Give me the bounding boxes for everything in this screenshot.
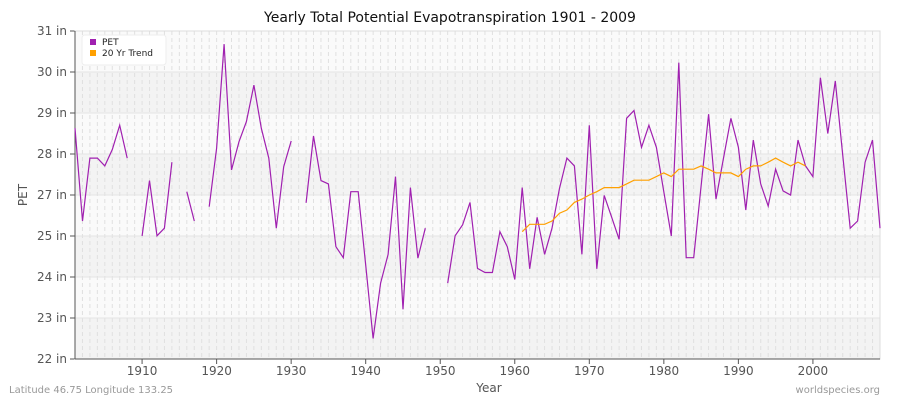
series-line-pet	[447, 62, 881, 284]
x-axis-label: Year	[475, 381, 501, 395]
y-tick-label: 28 in	[37, 147, 67, 161]
grid-band	[75, 72, 880, 113]
legend-label: PET	[102, 38, 119, 48]
y-axis-label: PET	[16, 183, 30, 206]
grid-band	[75, 31, 880, 72]
series-line-pet	[208, 44, 292, 229]
y-tick-label: 30 in	[37, 65, 67, 79]
x-tick-label: 1960	[499, 364, 530, 378]
footer-source: worldspecies.org	[795, 385, 880, 396]
y-tick-label: 24 in	[37, 270, 67, 284]
x-tick-label: 1970	[574, 364, 605, 378]
y-tick-label: 22 in	[37, 352, 67, 366]
x-tick-label: 1910	[127, 364, 158, 378]
legend-swatch-pet	[90, 39, 96, 45]
y-tick-label: 31 in	[37, 24, 67, 38]
y-tick-label: 25 in	[37, 229, 67, 243]
legend-box	[81, 34, 167, 66]
grid-band	[75, 318, 880, 359]
y-tick-label: 27 in	[37, 188, 67, 202]
y-tick-label: 29 in	[37, 106, 67, 120]
series-line-pet	[74, 122, 128, 222]
x-tick-label: 1930	[276, 364, 307, 378]
x-tick-label: 1920	[201, 364, 232, 378]
series-line-trend	[521, 157, 806, 233]
series-line-pet	[141, 162, 173, 238]
chart-title: Yearly Total Potential Evapotranspiratio…	[263, 10, 636, 26]
footer-location: Latitude 46.75 Longitude 133.25	[9, 385, 174, 396]
x-tick-label: 1940	[350, 364, 381, 378]
grid-band	[75, 113, 880, 154]
series-line-pet	[186, 191, 195, 222]
legend-swatch-trend	[90, 50, 96, 56]
x-tick-label: 1950	[425, 364, 456, 378]
x-tick-label: 2000	[798, 364, 829, 378]
legend-label: 20 Yr Trend	[102, 49, 153, 59]
x-tick-label: 1990	[723, 364, 754, 378]
y-tick-label: 23 in	[37, 311, 67, 325]
x-tick-label: 1980	[649, 364, 680, 378]
series-line-pet	[305, 135, 426, 339]
